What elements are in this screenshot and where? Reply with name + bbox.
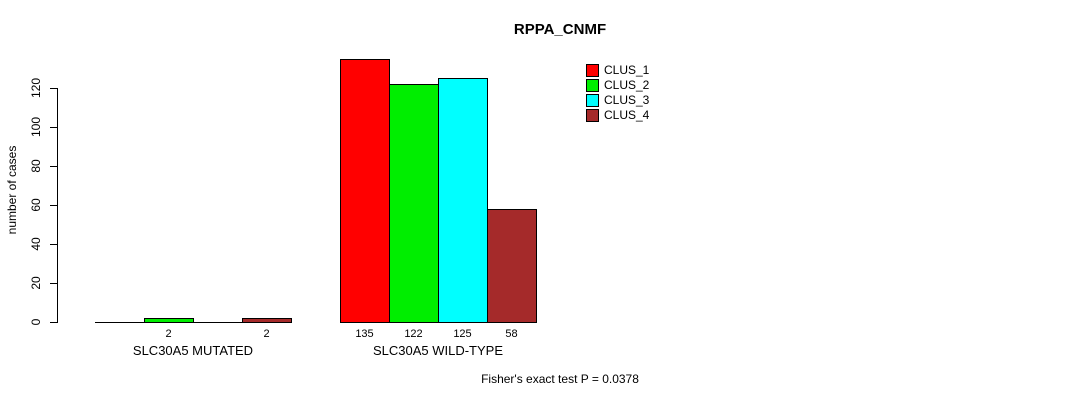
y-axis-tick: [50, 88, 57, 89]
bar: [487, 209, 537, 323]
bar: [438, 78, 488, 323]
y-axis-title: number of cases: [5, 145, 19, 235]
y-axis-tick-label: 60: [29, 198, 43, 212]
bar: [389, 84, 439, 323]
legend-swatch: [586, 79, 599, 92]
legend-swatch: [586, 109, 599, 122]
legend-label: CLUS_4: [604, 108, 650, 122]
y-axis-tick: [50, 322, 57, 323]
legend-swatch: [586, 94, 599, 107]
bar: [144, 318, 194, 323]
chart-title: RPPA_CNMF: [513, 21, 607, 38]
stat-test-annotation: Fisher's exact test P = 0.0378: [481, 372, 639, 386]
bar: [242, 318, 292, 323]
y-axis-tick-label: 0: [29, 318, 43, 326]
y-axis-tick-label: 120: [29, 77, 43, 99]
bar-value-label: 122: [404, 328, 423, 340]
legend-label: CLUS_2: [604, 78, 650, 92]
legend-swatch: [586, 64, 599, 77]
bar-value-label: 58: [505, 328, 518, 340]
y-axis-tick-label: 80: [29, 159, 43, 173]
legend-label: CLUS_1: [604, 63, 650, 77]
y-axis-tick-label: 40: [29, 237, 43, 251]
bar-value-label: 135: [355, 328, 374, 340]
group-label: SLC30A5 MUTATED: [132, 343, 254, 358]
bar-value-label: 125: [453, 328, 472, 340]
y-axis-tick: [50, 283, 57, 284]
y-axis-tick: [50, 127, 57, 128]
y-axis-tick: [50, 166, 57, 167]
bar-value-label: 2: [165, 328, 172, 340]
y-axis-tick-label: 100: [29, 116, 43, 138]
y-axis-tick-label: 20: [29, 276, 43, 290]
y-axis-tick: [50, 244, 57, 245]
group-label: SLC30A5 WILD-TYPE: [372, 343, 504, 358]
legend-label: CLUS_3: [604, 93, 650, 107]
bar: [340, 59, 390, 323]
bar-value-label: 2: [263, 328, 270, 340]
y-axis-line: [57, 88, 58, 323]
y-axis-tick: [50, 205, 57, 206]
